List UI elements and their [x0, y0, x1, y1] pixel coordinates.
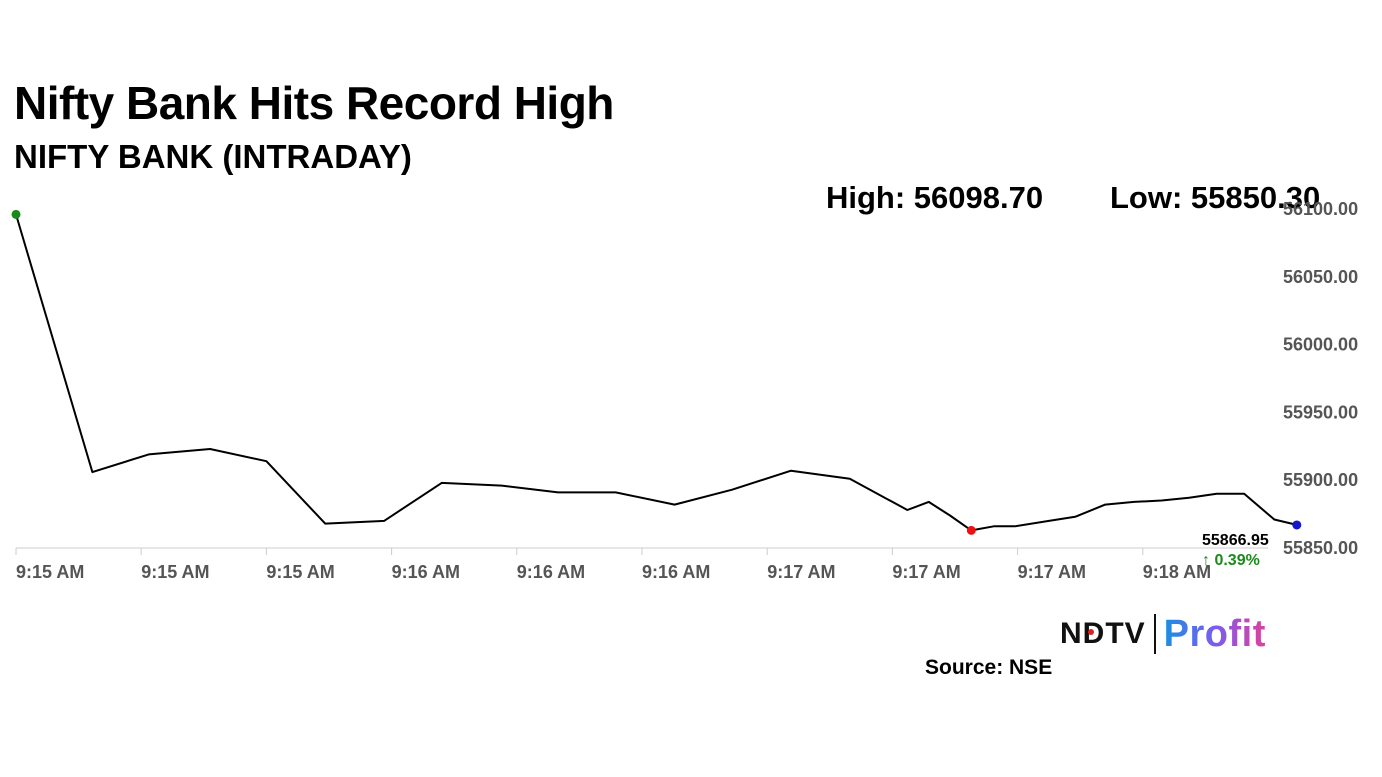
low-point-marker: [966, 525, 976, 535]
x-tick-label: 9:16 AM: [392, 562, 460, 582]
high-point-marker: [11, 209, 21, 219]
y-tick-label: 56100.00: [1283, 199, 1358, 219]
marker-layer: [11, 209, 1302, 535]
x-tick-label: 9:15 AM: [266, 562, 334, 582]
chart-title: Nifty Bank Hits Record High: [14, 77, 614, 129]
low-value-label: Low: 55850.30: [1110, 180, 1321, 215]
line-layer: [15, 214, 1298, 532]
y-tick-label: 55950.00: [1283, 402, 1358, 422]
source-label: Source: NSE: [925, 656, 1053, 679]
price-series-line: [15, 214, 1298, 532]
high-value-label: High: 56098.70: [826, 180, 1044, 215]
x-tick-label: 9:17 AM: [892, 562, 960, 582]
x-tick-label: 9:18 AM: [1143, 562, 1211, 582]
x-tick-label: 9:17 AM: [1018, 562, 1086, 582]
intraday-line-chart: 9:15 AM 9:15 AM 9:15 AM 9:16 AM 9:16 AM 9:16 …: [11, 199, 1358, 582]
brand-profit-text: Profit: [1163, 612, 1266, 655]
ndtv-profit-logo: NDTV Profit: [1060, 612, 1266, 656]
x-tick-label: 9:16 AM: [642, 562, 710, 582]
x-tick-label: 9:16 AM: [517, 562, 585, 582]
brand-ndtv-text: NDTV: [1060, 617, 1146, 650]
last-value-label: 55866.95: [1202, 532, 1269, 549]
last-point-marker: [1292, 520, 1302, 530]
x-tick-label: 9:17 AM: [767, 562, 835, 582]
x-tick-label: 9:15 AM: [141, 562, 209, 582]
brand-separator: [1153, 614, 1156, 654]
y-tick-label: 55850.00: [1283, 538, 1358, 558]
label-layer: 56100.00 56050.00 56000.00 55950.00 55900.00…: [1202, 199, 1358, 569]
y-tick-label: 56000.00: [1283, 335, 1358, 355]
axis-layer: 9:15 AM 9:15 AM 9:15 AM 9:16 AM 9:16 AM 9:16 …: [15, 547, 1268, 582]
brand-dot-icon: [1088, 629, 1094, 635]
y-tick-label: 55900.00: [1283, 470, 1358, 490]
x-tick-label: 9:15 AM: [16, 562, 84, 582]
chart-subtitle: NIFTY BANK (INTRADAY): [14, 138, 412, 175]
y-tick-label: 56050.00: [1283, 267, 1358, 287]
change-percent-label: ↑ 0.39%: [1202, 552, 1260, 569]
